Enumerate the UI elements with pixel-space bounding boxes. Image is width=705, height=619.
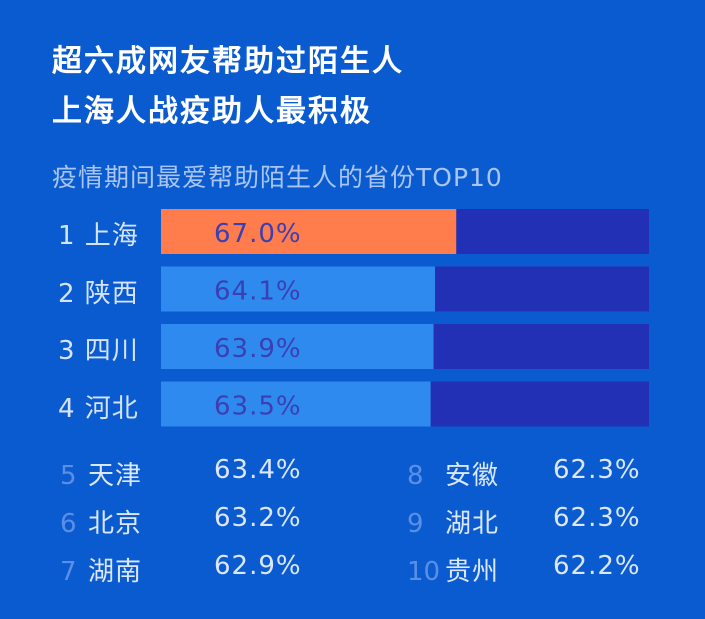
bar-category-label: 4 河北 <box>58 393 139 424</box>
rank-number: 7 <box>60 557 77 587</box>
bar <box>161 324 434 369</box>
value-label: 63.2% <box>214 503 302 533</box>
province-name: 天津 <box>88 461 143 491</box>
value-label: 62.2% <box>553 551 641 581</box>
bar <box>161 266 436 312</box>
page-title-line2: 上海人战疫助人最积极 <box>52 94 372 129</box>
province-name: 贵州 <box>445 557 500 587</box>
ranking-list-item: 6 北京 63.2% <box>60 503 310 540</box>
rank-number: 5 <box>60 461 77 491</box>
value-label: 62.3% <box>553 503 641 533</box>
bar-value-label: 63.5% <box>214 392 302 422</box>
chart-subtitle: 疫情期间最爱帮助陌生人的省份TOP10 <box>52 163 503 192</box>
bar-category-label: 2 陕西 <box>58 278 139 309</box>
bar-value-label: 67.0% <box>214 219 302 249</box>
page-title: 超六成网友帮助过陌生人 <box>52 44 404 79</box>
rank-number: 6 <box>60 509 77 539</box>
bar <box>161 209 457 254</box>
province-name: 湖南 <box>88 557 143 587</box>
rank-number: 9 <box>407 509 424 539</box>
ranking-list-item: 5 天津 63.4% <box>60 455 310 492</box>
bar-category-label: 3 四川 <box>58 336 139 366</box>
value-label: 62.9% <box>214 551 302 581</box>
ranking-list-item: 9 湖北 62.3% <box>407 503 647 540</box>
value-label: 63.4% <box>214 455 302 485</box>
value-label: 62.3% <box>553 455 641 485</box>
bar-value-label: 63.9% <box>214 334 302 364</box>
bar-value-label: 64.1% <box>214 277 302 307</box>
rank-number: 10 <box>407 557 441 587</box>
bar-category-label: 1 上海 <box>58 221 139 251</box>
province-name: 湖北 <box>445 509 500 539</box>
rank-number: 8 <box>407 461 424 491</box>
ranking-list-item: 7 湖南 62.9% <box>60 551 310 588</box>
province-name: 北京 <box>88 509 143 539</box>
ranking-list-item: 8 安徽 62.3% <box>407 455 647 492</box>
province-name: 安徽 <box>445 461 500 491</box>
bar <box>161 381 431 427</box>
ranking-list-item: 10 贵州 62.2% <box>407 551 647 588</box>
